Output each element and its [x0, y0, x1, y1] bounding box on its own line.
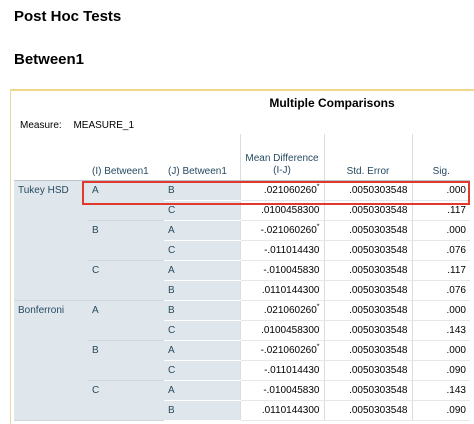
std-error-cell: .0050303548 — [323, 220, 412, 241]
sig-cell: .143 — [411, 380, 470, 401]
test-name-cell: Tukey HSD — [14, 180, 88, 301]
significance-marker: * — [316, 183, 320, 191]
std-error-cell: .0050303548 — [323, 240, 412, 261]
table-row: Bonferroni A B .021060260* .0050303548.000 — [14, 300, 470, 421]
subsection-heading: Between1 — [14, 51, 85, 68]
header-i: (I) Between1 — [88, 134, 164, 181]
header-std-error: Std. Error — [323, 134, 412, 181]
sig-cell: .117 — [411, 260, 470, 281]
sig-cell: .090 — [411, 400, 470, 421]
i-group-cell: C — [88, 260, 164, 301]
table-row: C .0100458300.0050303548.143 — [14, 320, 470, 341]
j-group-cell: B — [164, 280, 240, 301]
mean-difference-cell: .0110144300 — [239, 400, 324, 421]
mean-difference-value: .021060260 — [263, 184, 317, 196]
table-row: C A -.010045830.0050303548.117 — [14, 260, 470, 301]
sig-cell: .090 — [411, 360, 470, 381]
mean-difference-cell: -.010045830 — [239, 260, 324, 281]
j-group-cell: A — [164, 260, 240, 281]
measure-line: Measure: MEASURE_1 — [20, 120, 143, 131]
i-group-cell: B — [88, 340, 164, 381]
table-row: B A -.021060260* .0050303548.000 — [14, 220, 470, 261]
std-error-cell: .0050303548 — [323, 400, 412, 421]
mean-difference-cell: -.011014430 — [239, 360, 324, 381]
measure-label: Measure: — [20, 120, 62, 131]
sig-cell: .117 — [411, 200, 470, 221]
i-group-cell: A — [88, 180, 164, 221]
sig-cell: .000 — [411, 220, 470, 241]
table-row: B A -.021060260* .0050303548.000 — [14, 340, 470, 381]
header-j: (J) Between1 — [164, 134, 240, 181]
i-group-cell: B — [88, 220, 164, 261]
table-row: C A -.010045830.0050303548.143 — [14, 380, 470, 421]
mean-difference-value: -.010045830 — [263, 264, 320, 276]
j-group-cell: B — [164, 300, 240, 321]
mean-difference-cell: -.010045830 — [239, 380, 324, 401]
table-row: C .0100458300.0050303548.117 — [14, 200, 470, 221]
sig-cell: .076 — [411, 240, 470, 261]
mean-difference-value: .021060260 — [263, 304, 317, 316]
table-title: Multiple Comparisons — [269, 96, 395, 110]
mean-difference-cell: .0110144300 — [239, 280, 324, 301]
header-sig: Sig. — [411, 134, 470, 181]
significance-marker: * — [316, 223, 320, 231]
mean-difference-cell: .0100458300 — [239, 320, 324, 341]
mean-difference-value: .0110144300 — [261, 404, 320, 416]
mean-difference-value: -.011014430 — [264, 364, 320, 376]
mean-difference-value: .0100458300 — [261, 324, 320, 336]
table-header-row: (I) Between1 (J) Between1 Mean Differenc… — [14, 134, 470, 181]
table-row: Tukey HSD A B .021060260* .0050303548.000 — [14, 180, 470, 301]
sig-cell: .000 — [411, 300, 470, 321]
sig-cell: .000 — [411, 180, 470, 201]
std-error-cell: .0050303548 — [323, 260, 412, 281]
table-row: C -.011014430.0050303548.090 — [14, 360, 470, 381]
sig-cell: .143 — [411, 320, 470, 341]
i-group-cell: C — [88, 380, 164, 421]
j-group-cell: C — [164, 320, 240, 341]
significance-marker: * — [316, 343, 320, 351]
j-group-cell: C — [164, 240, 240, 261]
i-group-cell: A — [88, 300, 164, 341]
j-group-cell: B — [164, 400, 240, 421]
significance-marker: * — [316, 303, 320, 311]
std-error-cell: .0050303548 — [323, 380, 412, 401]
sig-cell: .000 — [411, 340, 470, 361]
mean-difference-cell: -.021060260* — [239, 220, 324, 241]
std-error-cell: .0050303548 — [323, 360, 412, 381]
table-row: B .0110144300.0050303548.076 — [14, 280, 470, 301]
mean-difference-value: -.021060260 — [260, 344, 317, 356]
mean-difference-cell: -.011014430 — [239, 240, 324, 261]
j-group-cell: A — [164, 380, 240, 401]
j-group-cell: B — [164, 180, 240, 201]
j-group-cell: C — [164, 360, 240, 381]
header-mean-difference: Mean Difference (I-J) — [239, 134, 324, 181]
section-heading: Post Hoc Tests — [14, 8, 122, 25]
j-group-cell: A — [164, 340, 240, 361]
std-error-cell: .0050303548 — [323, 180, 412, 201]
j-group-cell: C — [164, 200, 240, 221]
measure-value: MEASURE_1 — [73, 120, 135, 131]
test-name-cell: Bonferroni — [14, 300, 88, 421]
mean-difference-value: -.011014430 — [264, 244, 320, 256]
mean-difference-value: .0110144300 — [261, 284, 320, 296]
std-error-cell: .0050303548 — [323, 300, 412, 321]
mean-difference-cell: .021060260* — [239, 180, 324, 201]
std-error-cell: .0050303548 — [323, 200, 412, 221]
std-error-cell: .0050303548 — [323, 340, 412, 361]
j-group-cell: A — [164, 220, 240, 241]
mean-difference-cell: -.021060260* — [239, 340, 324, 361]
std-error-cell: .0050303548 — [323, 280, 412, 301]
mean-difference-value: .0100458300 — [261, 204, 320, 216]
header-empty — [14, 134, 88, 181]
std-error-cell: .0050303548 — [323, 320, 412, 341]
mean-difference-cell: .0100458300 — [239, 200, 324, 221]
sig-cell: .076 — [411, 280, 470, 301]
table-row: B .0110144300.0050303548.090 — [14, 400, 470, 421]
mean-difference-value: -.021060260 — [260, 224, 317, 236]
mean-difference-cell: .021060260* — [239, 300, 324, 321]
table-row: C -.011014430.0050303548.076 — [14, 240, 470, 261]
mean-difference-value: -.010045830 — [263, 384, 320, 396]
multiple-comparisons-table: (I) Between1 (J) Between1 Mean Differenc… — [14, 134, 470, 421]
